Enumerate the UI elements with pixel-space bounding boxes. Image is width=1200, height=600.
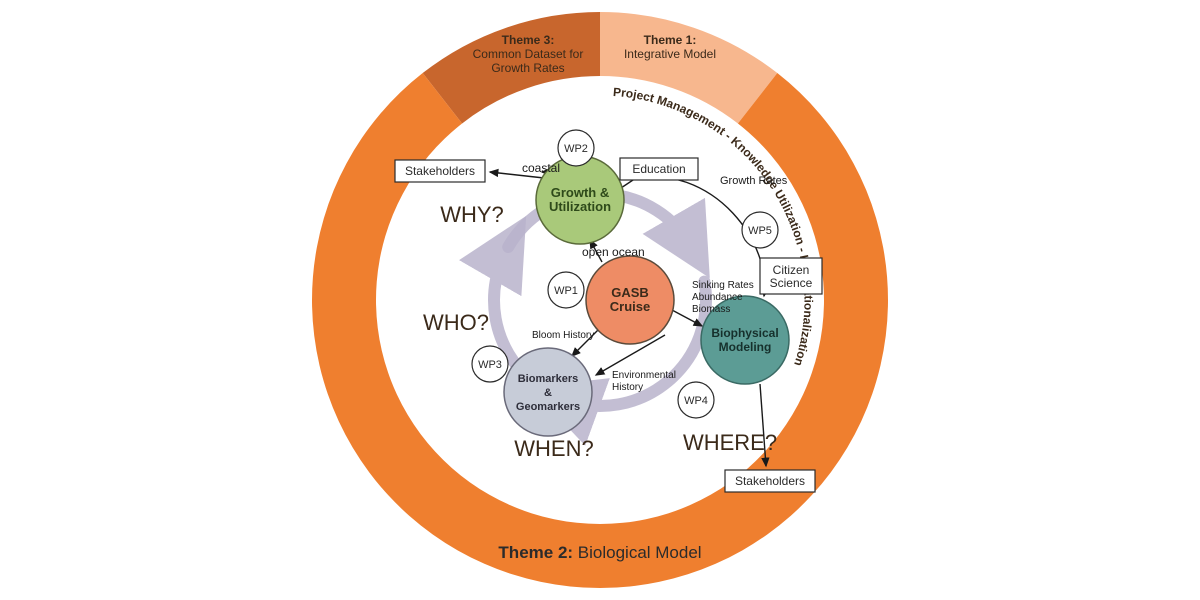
annotation-5: Biomass	[692, 304, 730, 315]
question-when: WHEN?	[514, 436, 593, 461]
wp-label-wp4: WP4	[684, 395, 708, 407]
annotation-8: History	[612, 382, 643, 393]
box-label-stakeholders-top: Stakeholders	[405, 164, 475, 178]
node-label-model: BiophysicalModeling	[711, 326, 778, 354]
box-label-citizen-science: CitizenScience	[770, 263, 813, 290]
annotation-7: Environmental	[612, 370, 676, 381]
annotation-6: Bloom History	[532, 330, 594, 341]
theme-label-theme2: Theme 2: Biological Model	[498, 543, 701, 562]
annotation-2: Growth Rates	[720, 175, 788, 187]
node-label-gasb: GASBCruise	[610, 285, 650, 314]
annotation-0: coastal	[522, 161, 560, 175]
wp-label-wp2: WP2	[564, 143, 588, 155]
annotation-3: Sinking Rates	[692, 280, 754, 291]
question-where: WHERE?	[683, 430, 777, 455]
wp-label-wp5: WP5	[748, 225, 772, 237]
wp-label-wp1: WP1	[554, 285, 578, 297]
annotation-1: open ocean	[582, 245, 645, 259]
box-label-education: Education	[632, 162, 685, 176]
annotation-4: Abundance	[692, 292, 743, 303]
question-why: WHY?	[440, 202, 504, 227]
box-label-stakeholders-bottom: Stakeholders	[735, 474, 805, 488]
project-diagram: Theme 3:Common Dataset forGrowth RatesTh…	[0, 0, 1200, 600]
node-label-growth: Growth &Utilization	[549, 185, 611, 214]
question-who: WHO?	[423, 310, 489, 335]
wp-label-wp3: WP3	[478, 359, 502, 371]
